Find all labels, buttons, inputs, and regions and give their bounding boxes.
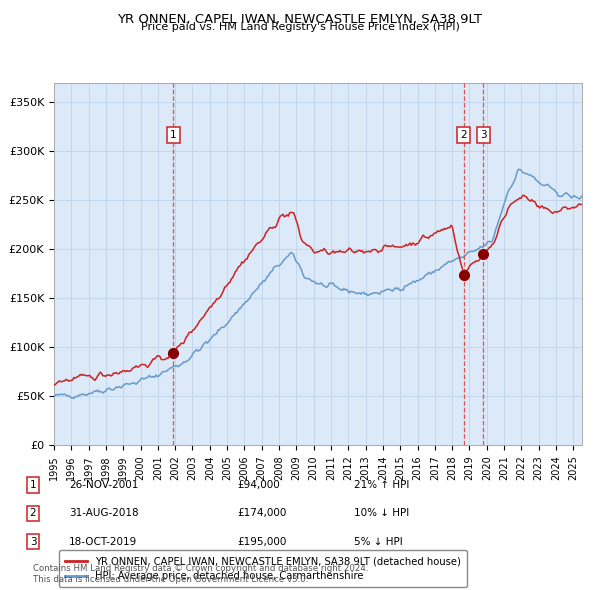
Text: 21% ↑ HPI: 21% ↑ HPI xyxy=(354,480,409,490)
Text: 26-NOV-2001: 26-NOV-2001 xyxy=(69,480,139,490)
Text: £174,000: £174,000 xyxy=(237,509,286,518)
Text: 2: 2 xyxy=(460,130,467,140)
Text: 5% ↓ HPI: 5% ↓ HPI xyxy=(354,537,403,546)
Text: 1: 1 xyxy=(29,480,37,490)
Legend: YR ONNEN, CAPEL IWAN, NEWCASTLE EMLYN, SA38 9LT (detached house), HPI: Average p: YR ONNEN, CAPEL IWAN, NEWCASTLE EMLYN, S… xyxy=(59,550,467,588)
Text: 2: 2 xyxy=(29,509,37,518)
Text: Price paid vs. HM Land Registry's House Price Index (HPI): Price paid vs. HM Land Registry's House … xyxy=(140,22,460,32)
Text: 3: 3 xyxy=(480,130,487,140)
Text: £195,000: £195,000 xyxy=(237,537,286,546)
Text: 3: 3 xyxy=(29,537,37,546)
Text: 1: 1 xyxy=(170,130,177,140)
Text: YR ONNEN, CAPEL IWAN, NEWCASTLE EMLYN, SA38 9LT: YR ONNEN, CAPEL IWAN, NEWCASTLE EMLYN, S… xyxy=(118,13,482,26)
Text: This data is licensed under the Open Government Licence v3.0.: This data is licensed under the Open Gov… xyxy=(33,575,308,584)
Text: 10% ↓ HPI: 10% ↓ HPI xyxy=(354,509,409,518)
Text: Contains HM Land Registry data © Crown copyright and database right 2024.: Contains HM Land Registry data © Crown c… xyxy=(33,565,368,573)
Text: £94,000: £94,000 xyxy=(237,480,280,490)
Text: 18-OCT-2019: 18-OCT-2019 xyxy=(69,537,137,546)
Text: 31-AUG-2018: 31-AUG-2018 xyxy=(69,509,139,518)
